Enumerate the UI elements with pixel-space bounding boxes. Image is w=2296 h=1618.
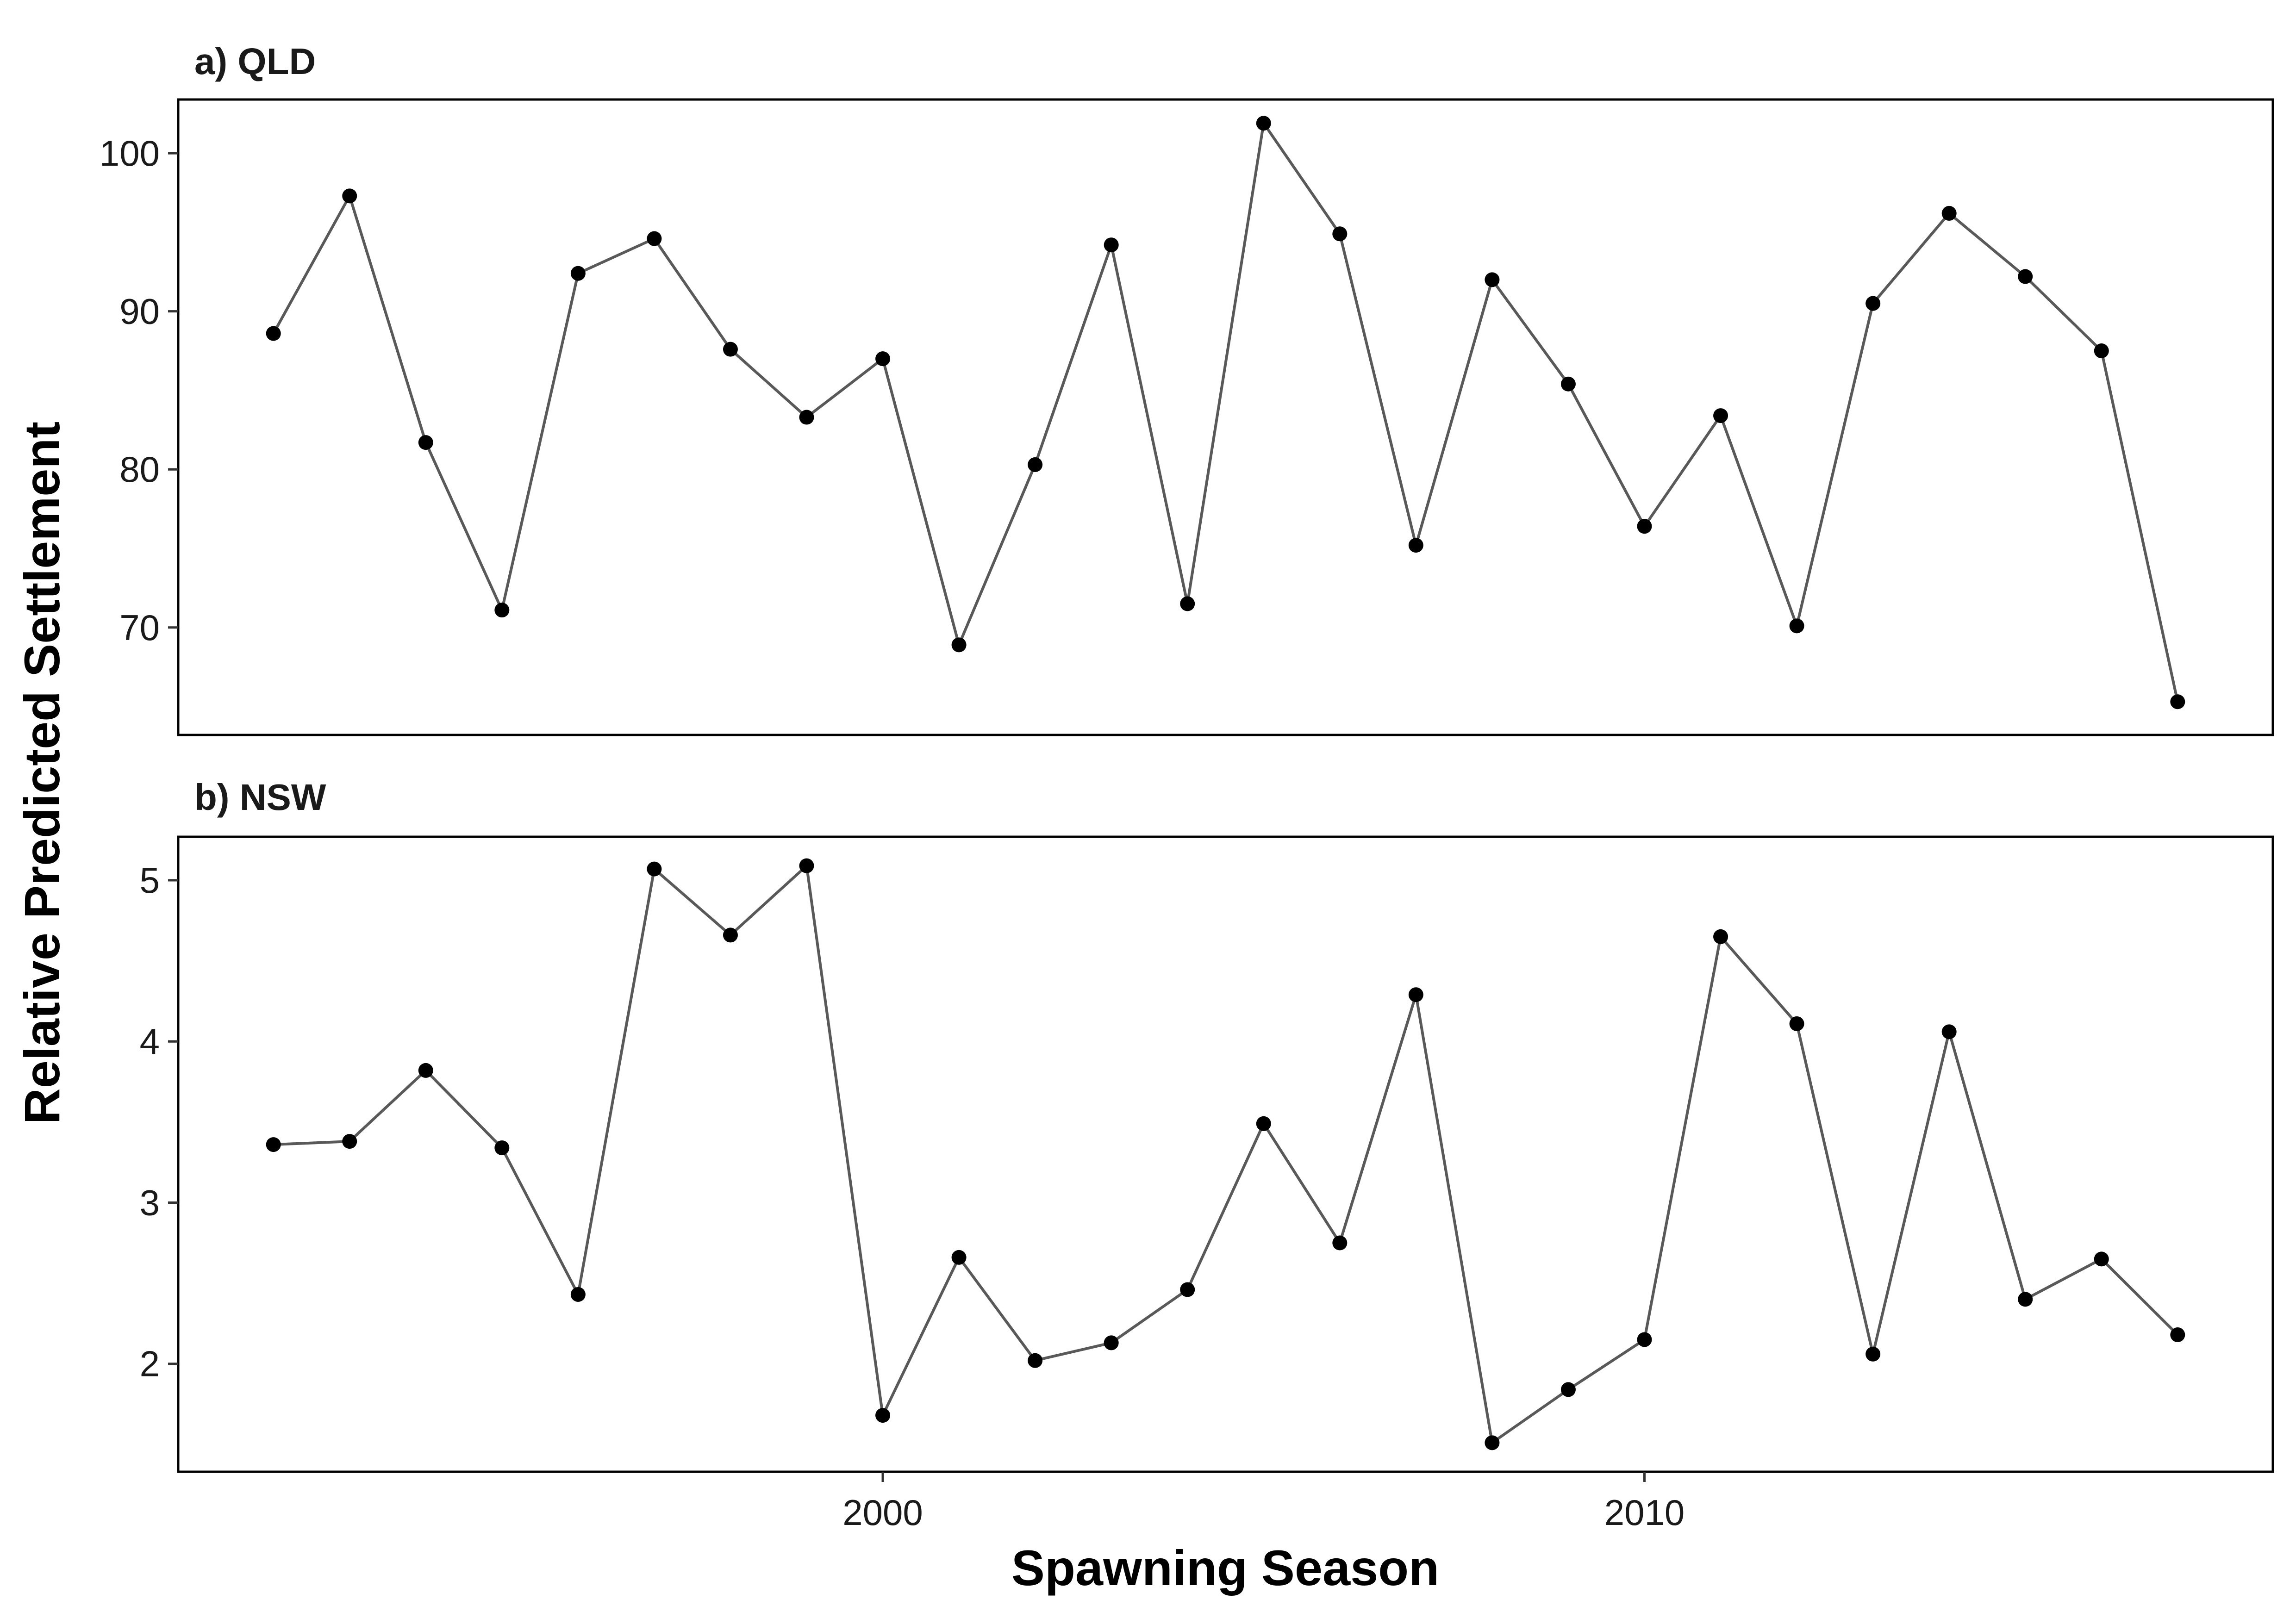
data-point — [418, 435, 433, 450]
data-point — [2170, 694, 2185, 709]
data-point — [1332, 226, 1348, 242]
data-point — [1713, 408, 1728, 423]
y-tick-label: 100 — [100, 133, 160, 174]
panel-title-qld: a) QLD — [194, 41, 316, 82]
panel-qld: 70 80 90 100 — [100, 98, 2274, 736]
data-point — [799, 858, 814, 873]
data-point — [875, 1408, 891, 1423]
data-point — [570, 1287, 586, 1302]
series-line — [272, 864, 2179, 1444]
data-point — [1789, 1016, 1804, 1031]
data-point — [2018, 269, 2033, 284]
data-point — [1941, 205, 1957, 221]
data-point — [1104, 237, 1119, 253]
y-tick-label: 2 — [140, 1344, 160, 1384]
data-point — [494, 1140, 510, 1156]
y-tick-label: 5 — [140, 860, 160, 901]
data-point — [723, 927, 738, 943]
panel-nsw: 2 3 4 5 — [140, 835, 2274, 1473]
data-point — [418, 1063, 433, 1078]
y-tick-label: 90 — [119, 291, 160, 332]
y-tick-label: 3 — [140, 1182, 160, 1223]
data-point — [1637, 1332, 1652, 1347]
x-tick-label: 2010 — [1604, 1492, 1685, 1533]
data-point — [266, 326, 281, 341]
data-point — [1485, 1435, 1500, 1450]
data-point — [494, 603, 510, 618]
data-point — [1104, 1335, 1119, 1350]
data-point — [1485, 272, 1500, 287]
data-point — [1180, 596, 1195, 611]
y-tick-label: 4 — [140, 1021, 160, 1062]
data-point — [2170, 1327, 2185, 1343]
data-point — [266, 1137, 281, 1152]
data-point — [1866, 1346, 1881, 1362]
x-tick-label: 2000 — [842, 1492, 923, 1533]
data-point — [1789, 618, 1804, 634]
data-point — [951, 1250, 967, 1265]
data-point — [1180, 1282, 1195, 1297]
data-point — [1408, 538, 1423, 553]
data-point — [647, 861, 662, 877]
data-point — [2094, 1251, 2109, 1267]
y-tick-label: 70 — [119, 607, 160, 648]
data-point — [342, 1134, 357, 1149]
data-point — [2018, 1292, 2033, 1307]
x-axis-title: Spawning Season — [1011, 1540, 1439, 1596]
data-point — [723, 342, 738, 357]
data-point — [1560, 1382, 1576, 1397]
data-point — [342, 188, 357, 204]
y-tick-label: 80 — [119, 449, 160, 490]
data-point — [1028, 1353, 1043, 1368]
data-point — [1941, 1024, 1957, 1039]
x-axis: 2000 2010 — [842, 1472, 1685, 1533]
data-point — [570, 266, 586, 281]
data-point — [1637, 519, 1652, 534]
data-point — [2094, 343, 2109, 359]
y-axis-title: Relative Predicted Settlement — [14, 422, 70, 1125]
data-point — [1332, 1235, 1348, 1251]
data-point — [1866, 296, 1881, 311]
data-point — [1408, 987, 1423, 1002]
data-point — [1256, 116, 1271, 131]
data-point — [647, 231, 662, 246]
data-point — [1713, 929, 1728, 944]
panel-frame — [177, 98, 2274, 736]
panel-title-nsw: b) NSW — [194, 777, 326, 818]
series-line — [272, 122, 2179, 703]
data-point — [799, 410, 814, 425]
panel-frame — [177, 835, 2274, 1473]
data-point — [1560, 376, 1576, 392]
data-point — [1028, 457, 1043, 472]
data-point — [875, 351, 891, 367]
data-point — [1256, 1116, 1271, 1131]
data-point — [951, 637, 967, 653]
